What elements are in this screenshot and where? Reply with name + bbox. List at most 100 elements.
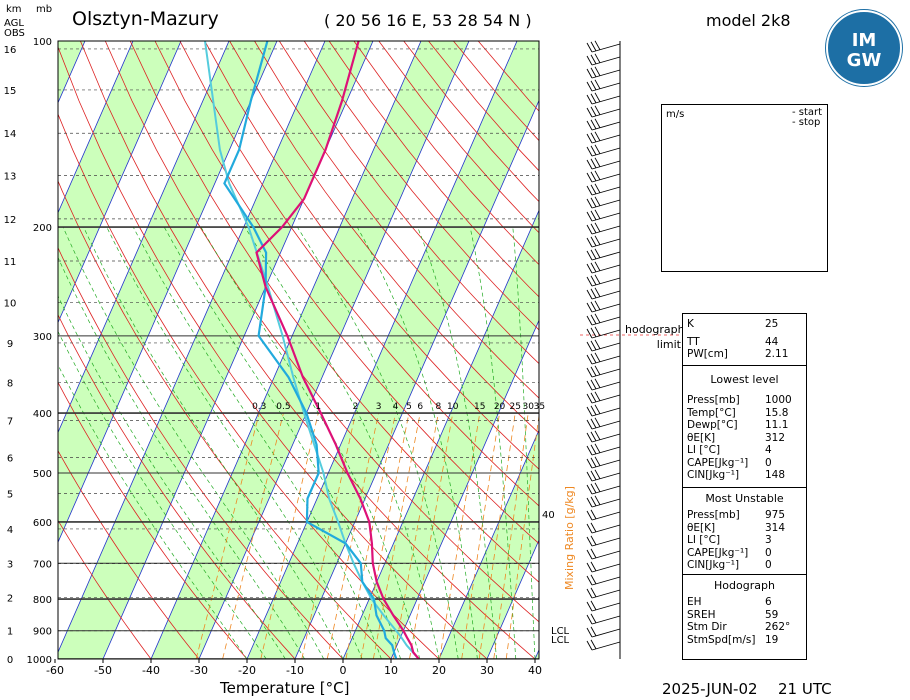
wind-barb bbox=[591, 173, 621, 183]
wind-barb-flag bbox=[590, 158, 597, 169]
wind-barb-flag bbox=[586, 380, 593, 391]
height-tick-label: 10 bbox=[4, 299, 17, 310]
temperature-tick-label: 20 bbox=[432, 664, 446, 677]
lowest-level-title: Lowest level bbox=[710, 373, 779, 386]
moist-adiabat bbox=[469, 226, 517, 659]
wind-barb-flag bbox=[594, 92, 601, 103]
wind-barb-flag bbox=[586, 328, 593, 339]
mixing-ratio-label: 4 bbox=[393, 402, 399, 412]
wind-barb-flag bbox=[586, 497, 593, 508]
pw-label: PW[cm] bbox=[687, 348, 728, 360]
wind-barb-flag bbox=[590, 561, 597, 572]
wind-barb bbox=[591, 459, 621, 469]
lowest-level-value: 11.1 bbox=[765, 419, 789, 431]
wind-barb bbox=[591, 290, 621, 300]
wind-barb-flag bbox=[594, 443, 601, 454]
temperature-band bbox=[151, 41, 469, 659]
wind-barb bbox=[591, 537, 621, 547]
lowest-level-value: 15.8 bbox=[765, 406, 789, 419]
height-tick-label: 15 bbox=[4, 86, 17, 97]
wind-barb-flag bbox=[594, 300, 601, 311]
wind-barb-flag bbox=[594, 313, 601, 324]
wind-barb-flag bbox=[586, 68, 593, 79]
dewpoint-profile-line bbox=[223, 41, 398, 659]
mixing-ratio-label: 6 bbox=[417, 402, 423, 412]
isotherm-line bbox=[438, 429, 539, 659]
isotherm-line bbox=[58, 41, 278, 544]
wind-barb-flag bbox=[594, 287, 601, 298]
wind-barb-flag bbox=[586, 471, 593, 482]
wind-barb-flag bbox=[586, 614, 593, 625]
wind-barb-flag bbox=[586, 81, 593, 92]
dry-adiabat bbox=[58, 246, 344, 659]
temperature-tick-label: -10 bbox=[286, 664, 304, 677]
wind-barb bbox=[591, 277, 621, 287]
height-tick-label: 13 bbox=[4, 171, 17, 182]
lowest-level-label: θE[K] bbox=[687, 431, 716, 444]
wind-barb-flag bbox=[586, 562, 593, 573]
wind-barb-flag bbox=[586, 263, 593, 274]
wind-barb-flag bbox=[594, 326, 601, 337]
wind-barb bbox=[591, 95, 621, 105]
wind-barb-flag bbox=[590, 171, 597, 182]
wind-barb bbox=[591, 225, 621, 235]
mixing-ratio-label: 8 bbox=[435, 402, 441, 412]
height-tick-label: 14 bbox=[4, 129, 17, 140]
lcl-label-1: LCL bbox=[551, 626, 570, 637]
wind-barb bbox=[591, 303, 621, 313]
pressure-tick-label: 300 bbox=[33, 332, 52, 343]
wind-barb-flag bbox=[586, 237, 593, 248]
wind-barb-flag bbox=[590, 522, 597, 533]
lcl-label-2: LCL bbox=[551, 635, 570, 646]
dry-adiabat bbox=[303, 41, 539, 331]
wind-barb-flag bbox=[586, 523, 593, 534]
wind-barb-flag bbox=[590, 119, 597, 130]
height-tick-label: 8 bbox=[7, 379, 13, 390]
mixing-ratio-label: 2 bbox=[353, 402, 359, 412]
lowest-level-label: Press[mb] bbox=[687, 394, 740, 406]
wind-barb-flag bbox=[590, 639, 597, 650]
wind-barb-flag bbox=[594, 469, 601, 480]
isotherm-line bbox=[246, 41, 518, 659]
wind-barb-flag bbox=[586, 211, 593, 222]
wind-barb-flag bbox=[590, 613, 597, 624]
wind-barb bbox=[591, 134, 621, 144]
wind-barb bbox=[591, 498, 621, 508]
wind-barb bbox=[591, 199, 621, 209]
height-tick-label: 5 bbox=[7, 490, 13, 501]
lowest-level-label: CIN[Jkg⁻¹] bbox=[687, 469, 740, 481]
wind-barb-flag bbox=[594, 339, 601, 350]
hodograph-stat-value: 19 bbox=[765, 633, 779, 646]
wind-barb bbox=[591, 407, 621, 417]
wind-barb-flag bbox=[586, 601, 593, 612]
wind-barb-flag bbox=[594, 40, 601, 51]
x-axis-title: Temperature [°C] bbox=[220, 679, 350, 697]
wind-barb-flag bbox=[590, 262, 597, 273]
time-label: 21 UTC bbox=[778, 680, 832, 698]
dry-adiabat bbox=[378, 41, 539, 234]
lowest-level-value: 4 bbox=[765, 444, 772, 456]
wind-barb bbox=[591, 394, 621, 404]
wind-barb-flag bbox=[586, 432, 593, 443]
wind-barb bbox=[591, 43, 621, 53]
dry-adiabat bbox=[229, 41, 539, 434]
wind-barb-flag bbox=[586, 627, 593, 638]
temperature-tick-label: 0 bbox=[340, 664, 347, 677]
tt-label: TT bbox=[687, 336, 700, 348]
wind-barb bbox=[591, 316, 621, 326]
wind-barb-flag bbox=[590, 184, 597, 195]
wind-barb-flag bbox=[586, 146, 593, 157]
agl-label: AGL bbox=[4, 18, 24, 29]
moist-adiabat bbox=[200, 226, 421, 659]
temperature-tick-label: -30 bbox=[190, 664, 208, 677]
most-unstable-value: 0 bbox=[765, 546, 772, 559]
height-tick-label: 16 bbox=[4, 45, 17, 56]
dry-adiabat bbox=[80, 41, 536, 659]
lowest-level-label: Temp[°C] bbox=[687, 406, 736, 419]
wind-barb-flag bbox=[590, 249, 597, 260]
wind-barb-flag bbox=[590, 54, 597, 65]
temperature-band bbox=[58, 41, 181, 323]
hodograph-stat-label: SREH bbox=[687, 608, 716, 621]
k-label: K bbox=[687, 318, 694, 330]
most-unstable-label: CAPE[Jkg⁻¹] bbox=[687, 546, 749, 559]
